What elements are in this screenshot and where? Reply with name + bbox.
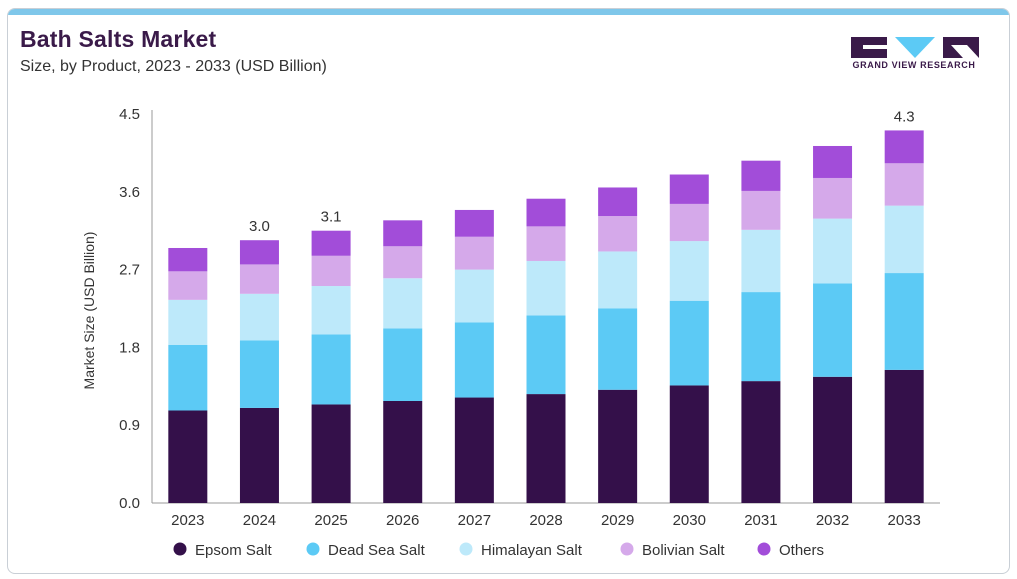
- x-tick-label: 2032: [816, 512, 849, 529]
- bar-segment-others: [598, 187, 638, 217]
- bar-segment-dead-sea-salt: [526, 315, 566, 395]
- bar-segment-others: [526, 198, 566, 227]
- legend-label-epsom-salt: Epsom Salt: [195, 542, 273, 559]
- bar-segment-dead-sea-salt: [741, 292, 781, 382]
- x-tick-label: 2025: [314, 512, 347, 529]
- y-axis-title: Market Size (USD Billion): [81, 232, 97, 390]
- bar-segment-others: [813, 145, 853, 178]
- bar-segment-epsom-salt: [813, 376, 853, 503]
- bar-segment-epsom-salt: [383, 400, 423, 503]
- bar-segment-himalayan-salt: [598, 251, 638, 309]
- legend-label-bolivian-salt: Bolivian Salt: [642, 542, 725, 559]
- bar-segment-epsom-salt: [311, 404, 351, 503]
- bar-segment-himalayan-salt: [669, 241, 709, 301]
- bar-segment-himalayan-salt: [383, 278, 423, 329]
- bar-segment-others: [311, 230, 351, 256]
- bar-segment-epsom-salt: [669, 385, 709, 503]
- x-tick-label: 2023: [171, 512, 204, 529]
- bar-segment-epsom-salt: [168, 410, 208, 503]
- bar-segment-epsom-salt: [741, 381, 781, 503]
- y-tick-label: 4.5: [119, 106, 140, 123]
- x-tick-label: 2026: [386, 512, 419, 529]
- bar-segment-dead-sea-salt: [168, 344, 208, 411]
- bar-segment-epsom-salt: [239, 407, 279, 503]
- bar-segment-bolivian-salt: [598, 216, 638, 252]
- bar-segment-himalayan-salt: [741, 229, 781, 293]
- bar-segment-himalayan-salt: [454, 269, 494, 323]
- legend-marker-epsom-salt: [173, 542, 187, 556]
- x-tick-label: 2028: [529, 512, 562, 529]
- legend-label-dead-sea-salt: Dead Sea Salt: [328, 542, 426, 559]
- bar-segment-bolivian-salt: [239, 264, 279, 294]
- bar-segment-others: [168, 247, 208, 272]
- logo-chevron: [895, 37, 935, 58]
- bar-segment-bolivian-salt: [884, 163, 924, 206]
- data-label-total: 3.0: [249, 218, 270, 235]
- legend-marker-himalayan-salt: [459, 542, 473, 556]
- bar-segment-others: [454, 209, 494, 237]
- x-tick-label: 2024: [243, 512, 276, 529]
- bar-segment-epsom-salt: [526, 394, 566, 503]
- data-label-total: 4.3: [894, 108, 915, 125]
- bar-segment-himalayan-salt: [813, 218, 853, 284]
- y-tick-label: 0.9: [119, 417, 140, 434]
- bar-segment-bolivian-salt: [741, 190, 781, 230]
- bar-segment-bolivian-salt: [383, 246, 423, 279]
- y-tick-label: 2.7: [119, 262, 140, 279]
- bar-segment-bolivian-salt: [454, 236, 494, 270]
- chart-title: Bath Salts Market: [20, 26, 217, 52]
- legend-marker-others: [757, 542, 771, 556]
- bar-segment-bolivian-salt: [311, 255, 351, 287]
- y-tick-label: 3.6: [119, 184, 140, 201]
- y-tick-label: 0.0: [119, 495, 140, 512]
- bar-segment-bolivian-salt: [526, 226, 566, 261]
- y-tick-label: 1.8: [119, 339, 140, 356]
- x-tick-label: 2033: [887, 512, 920, 529]
- bar-segment-others: [383, 220, 423, 247]
- bar-segment-himalayan-salt: [239, 293, 279, 341]
- legend-label-others: Others: [779, 542, 824, 559]
- x-tick-label: 2031: [744, 512, 777, 529]
- x-tick-label: 2030: [673, 512, 706, 529]
- legend-marker-dead-sea-salt: [306, 542, 320, 556]
- data-label-total: 3.1: [321, 209, 342, 226]
- bar-segment-bolivian-salt: [168, 271, 208, 300]
- bar-segment-epsom-salt: [884, 369, 924, 503]
- grand-view-research-logo: [851, 37, 979, 58]
- bar-segment-dead-sea-salt: [311, 334, 351, 405]
- legend-label-himalayan-salt: Himalayan Salt: [481, 542, 583, 559]
- legend-marker-bolivian-salt: [620, 542, 634, 556]
- bar-segment-bolivian-salt: [669, 203, 709, 242]
- x-tick-label: 2029: [601, 512, 634, 529]
- bar-segment-dead-sea-salt: [598, 308, 638, 390]
- bar-segment-others: [741, 160, 781, 191]
- bar-segment-dead-sea-salt: [454, 322, 494, 398]
- brand-name: GRAND VIEW RESEARCH: [852, 60, 976, 70]
- bar-segment-dead-sea-salt: [383, 328, 423, 401]
- bar-segment-himalayan-salt: [311, 286, 351, 335]
- bar-segment-others: [884, 130, 924, 164]
- bar-segment-himalayan-salt: [168, 299, 208, 345]
- bar-segment-epsom-salt: [598, 389, 638, 503]
- bar-segment-dead-sea-salt: [813, 283, 853, 377]
- bar-segment-himalayan-salt: [884, 205, 924, 274]
- bar-segment-himalayan-salt: [526, 260, 566, 316]
- chart-subtitle: Size, by Product, 2023 - 2033 (USD Billi…: [20, 58, 327, 75]
- bar-segment-dead-sea-salt: [669, 300, 709, 386]
- bar-segment-others: [669, 174, 709, 204]
- bar-segment-others: [239, 240, 279, 265]
- bar-segment-dead-sea-salt: [884, 273, 924, 370]
- x-tick-label: 2027: [458, 512, 491, 529]
- bar-segment-epsom-salt: [454, 397, 494, 503]
- top-accent-bar: [8, 9, 1009, 15]
- bar-segment-dead-sea-salt: [239, 340, 279, 408]
- bar-segment-bolivian-salt: [813, 177, 853, 219]
